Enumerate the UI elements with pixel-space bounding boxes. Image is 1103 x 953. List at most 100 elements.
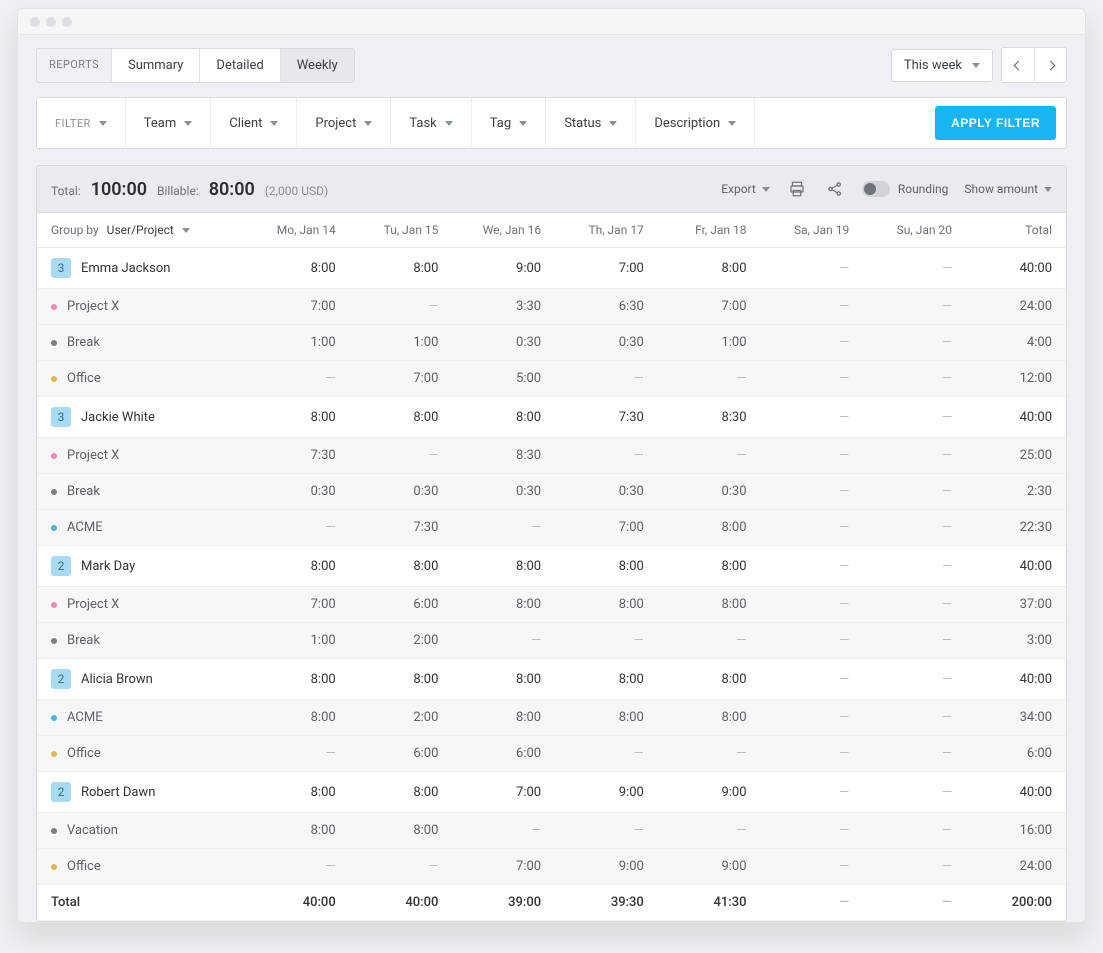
project-name-cell: ACME <box>37 700 247 736</box>
cell: 40:00 <box>966 659 1066 700</box>
project-count-badge: 3 <box>51 258 71 278</box>
cell: 0:30 <box>452 325 555 361</box>
filter-tag[interactable]: Tag <box>472 98 546 148</box>
cell: 8:00 <box>658 587 761 623</box>
project-row[interactable]: Vacation8:008:00—————16:00 <box>37 813 1066 849</box>
cell: 200:00 <box>966 885 1066 921</box>
cell: 8:00 <box>350 397 453 438</box>
project-name-cell: ACME <box>37 510 247 546</box>
cell: — <box>761 587 864 623</box>
tab-detailed[interactable]: Detailed <box>200 49 280 82</box>
filter-project[interactable]: Project <box>297 98 391 148</box>
cell: 7:00 <box>555 248 658 289</box>
cell: 6:00 <box>350 736 453 772</box>
cell: 8:00 <box>247 546 350 587</box>
export-button[interactable]: Export <box>721 182 770 196</box>
caret-down-icon <box>182 228 190 233</box>
project-row[interactable]: ACME—7:30—7:008:00——22:30 <box>37 510 1066 546</box>
show-amount-button[interactable]: Show amount <box>964 182 1052 196</box>
caret-down-icon <box>1044 187 1052 192</box>
cell: 40:00 <box>966 248 1066 289</box>
filter-label-text: Filter <box>55 117 91 130</box>
col-day-4: Fr, Jan 18 <box>658 213 761 248</box>
project-color-dot <box>51 376 57 382</box>
filter-client[interactable]: Client <box>211 98 297 148</box>
cell: — <box>658 736 761 772</box>
project-row[interactable]: Project X7:006:008:008:008:00——37:00 <box>37 587 1066 623</box>
cell: — <box>761 700 864 736</box>
billable-value: 80:00 <box>209 179 255 200</box>
project-row[interactable]: Office——7:009:009:00——24:00 <box>37 849 1066 885</box>
cell: — <box>658 361 761 397</box>
cell: 40:00 <box>247 885 350 921</box>
cell: — <box>761 361 864 397</box>
print-icon[interactable] <box>786 178 808 200</box>
cell: — <box>863 397 966 438</box>
cell: — <box>863 474 966 510</box>
cell: — <box>761 623 864 659</box>
cell: 41:30 <box>658 885 761 921</box>
groupby-header[interactable]: Group by User/Project <box>37 213 247 248</box>
project-row[interactable]: Office—6:006:00————6:00 <box>37 736 1066 772</box>
project-color-dot <box>51 828 57 834</box>
cell: — <box>350 289 453 325</box>
cell: — <box>658 438 761 474</box>
cell: — <box>761 736 864 772</box>
user-row[interactable]: 3Jackie White8:008:008:007:308:30——40:00 <box>37 397 1066 438</box>
user-row[interactable]: 3Emma Jackson8:008:009:007:008:00——40:00 <box>37 248 1066 289</box>
project-row[interactable]: Break1:002:00—————3:00 <box>37 623 1066 659</box>
project-row[interactable]: Office—7:005:00————12:00 <box>37 361 1066 397</box>
cell: 9:00 <box>658 849 761 885</box>
cell: — <box>863 510 966 546</box>
tab-weekly[interactable]: Weekly <box>281 49 354 82</box>
project-row[interactable]: Project X7:00—3:306:307:00——24:00 <box>37 289 1066 325</box>
prev-period-button[interactable] <box>1002 48 1034 82</box>
project-row[interactable]: Break1:001:000:300:301:00——4:00 <box>37 325 1066 361</box>
weekly-report-table: Group by User/Project Mo, Jan 14 Tu, Jan… <box>37 213 1066 921</box>
cell: — <box>761 659 864 700</box>
user-row[interactable]: 2Robert Dawn8:008:007:009:009:00——40:00 <box>37 772 1066 813</box>
caret-down-icon <box>972 63 980 68</box>
cell: 39:30 <box>555 885 658 921</box>
table-header-row: Group by User/Project Mo, Jan 14 Tu, Jan… <box>37 213 1066 248</box>
cell: 40:00 <box>966 397 1066 438</box>
cell: — <box>761 248 864 289</box>
caret-down-icon <box>519 121 527 126</box>
project-row[interactable]: ACME8:002:008:008:008:00——34:00 <box>37 700 1066 736</box>
share-icon[interactable] <box>824 178 846 200</box>
cell: — <box>863 736 966 772</box>
filter-task[interactable]: Task <box>391 98 471 148</box>
cell: — <box>863 361 966 397</box>
tab-summary[interactable]: Summary <box>112 49 200 82</box>
caret-down-icon <box>609 121 617 126</box>
filter-status[interactable]: Status <box>546 98 636 148</box>
date-nav-arrows <box>1001 47 1067 83</box>
cell: 16:00 <box>966 813 1066 849</box>
project-name-cell: Vacation <box>37 813 247 849</box>
project-row[interactable]: Break0:300:300:300:300:30——2:30 <box>37 474 1066 510</box>
cell: 1:00 <box>658 325 761 361</box>
total-value: 100:00 <box>91 179 147 200</box>
filter-team[interactable]: Team <box>126 98 212 148</box>
filter-description[interactable]: Description <box>636 98 755 148</box>
project-row[interactable]: Project X7:30—8:30————25:00 <box>37 438 1066 474</box>
cell: 9:00 <box>555 849 658 885</box>
filter-label[interactable]: Filter <box>37 98 126 148</box>
project-color-dot <box>51 638 57 644</box>
caret-down-icon <box>762 187 770 192</box>
apply-filter-button[interactable]: Apply Filter <box>935 106 1056 140</box>
rounding-toggle[interactable]: Rounding <box>862 181 949 197</box>
cell: 8:00 <box>658 659 761 700</box>
cell: 8:00 <box>658 248 761 289</box>
cell: 7:00 <box>452 849 555 885</box>
next-period-button[interactable] <box>1034 48 1066 82</box>
cell: 34:00 <box>966 700 1066 736</box>
cell: 8:00 <box>555 587 658 623</box>
user-row[interactable]: 2Alicia Brown8:008:008:008:008:00——40:00 <box>37 659 1066 700</box>
grand-total-row: Total40:0040:0039:0039:3041:30——200:00 <box>37 885 1066 921</box>
caret-down-icon <box>99 121 107 126</box>
cell: 8:00 <box>452 546 555 587</box>
cell: 7:30 <box>350 510 453 546</box>
user-row[interactable]: 2Mark Day8:008:008:008:008:00——40:00 <box>37 546 1066 587</box>
date-range-button[interactable]: This week <box>891 49 993 82</box>
